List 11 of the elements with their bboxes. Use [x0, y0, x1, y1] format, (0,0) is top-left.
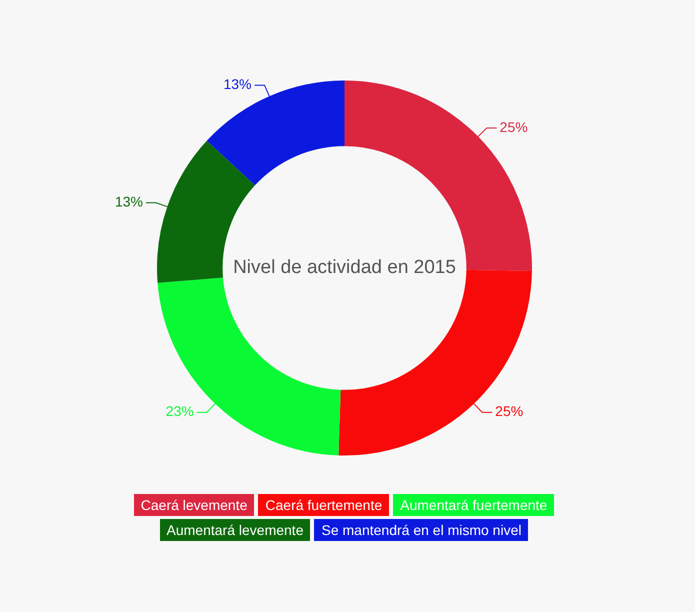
legend-label: Se mantendrá en el mismo nivel	[321, 519, 528, 541]
legend-label: Aumentará fuertemente	[400, 494, 554, 516]
data-label: 25%	[495, 403, 524, 420]
data-label: 13%	[114, 194, 143, 210]
legend-label: Caerá levemente	[140, 494, 254, 516]
data-label: 13%	[223, 76, 252, 92]
legend-label: Aumentará levemente	[166, 519, 310, 541]
text: Nivel de actividad en 2015	[233, 257, 456, 278]
data-label: 23%	[166, 403, 194, 420]
data-label: 25%	[500, 118, 528, 135]
legend-label: Caerá fuertemente	[265, 494, 390, 516]
